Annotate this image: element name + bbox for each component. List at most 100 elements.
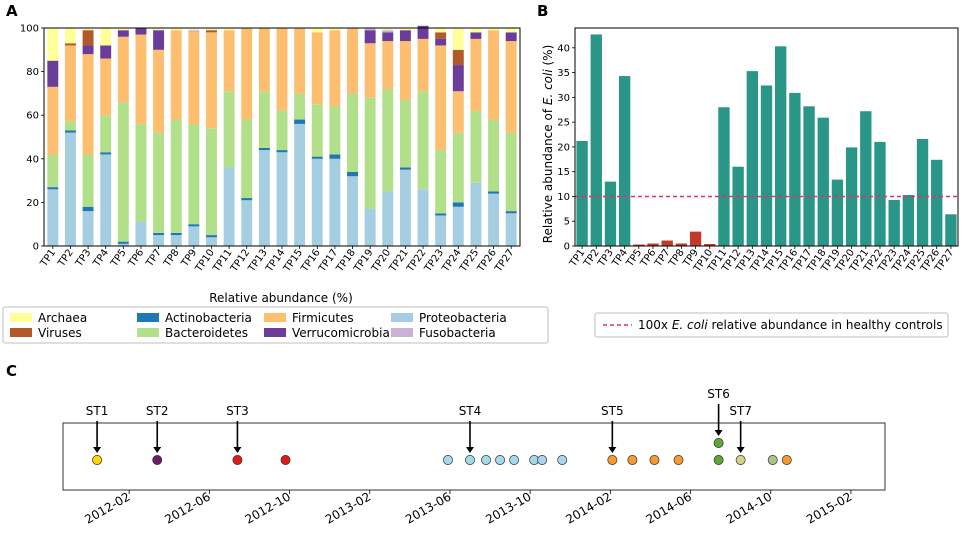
ecoli-bar-tp3: [604, 181, 617, 246]
bar-segment-verrucomicrobia-tp24: [452, 65, 464, 92]
x-tick-label: TP8: [161, 247, 181, 269]
bar-segment-verrucomicrobia-tp20: [382, 32, 394, 42]
timeline-tick-label: 2012-02: [82, 489, 132, 526]
y-tick-label: 0: [564, 242, 570, 253]
sample-point: [713, 438, 724, 448]
x-tick-label: TP20: [369, 247, 393, 275]
ecoli-bar-tp18: [817, 117, 829, 246]
bar-segment-actinobacteria-tp8: [170, 232, 182, 236]
bar-segment-firmicutes-tp17: [329, 30, 341, 107]
bar-segment-actinobacteria-tp13: [258, 147, 270, 151]
bar-segment-proteobacteria-tp7: [153, 235, 165, 246]
bar-segment-archaea-tp2: [64, 28, 76, 44]
bar-segment-bacteroidetes-tp12: [241, 119, 253, 199]
ecoli-bar-tp15: [775, 46, 787, 246]
bar-segment-proteobacteria-tp5: [117, 243, 129, 246]
bar-segment-firmicutes-tp15: [294, 28, 306, 94]
bar-segment-firmicutes-tp26: [488, 30, 500, 120]
bar-segment-archaea-tp4: [100, 28, 112, 46]
bar-segment-bacteroidetes-tp6: [135, 123, 147, 223]
y-tick-label: 20: [26, 198, 39, 209]
bar-segment-firmicutes-tp12: [241, 28, 253, 120]
y-tick-label: 10: [557, 192, 570, 203]
bar-segment-archaea-tp21: [399, 28, 411, 31]
annotation-arrow-head: [465, 447, 474, 453]
bar-segment-proteobacteria-tp6: [135, 222, 147, 246]
bar-segment-firmicutes-tp9: [188, 32, 200, 124]
x-tick-label: TP1: [38, 247, 58, 269]
bar-segment-firmicutes-tp2: [64, 45, 76, 122]
bar-segment-firmicutes-tp16: [311, 32, 323, 105]
bar-segment-actinobacteria-tp18: [347, 171, 358, 177]
bar-segment-firmicutes-tp3: [82, 54, 94, 155]
bar-segment-proteobacteria-tp9: [188, 226, 200, 246]
reference-line-legend-text: 100x E. coli relative abundance in healt…: [638, 318, 943, 332]
panel-b-chart: TP1TP2TP3TP4TP5TP6TP7TP8TP9TP10TP11TP12T…: [557, 27, 959, 275]
x-tick-label: TP18: [334, 247, 358, 275]
bar-segment-archaea-tp17: [329, 28, 341, 31]
bar-segment-proteobacteria-tp8: [170, 235, 182, 246]
ecoli-bar-tp14: [760, 85, 773, 247]
bar-segment-actinobacteria-tp7: [153, 232, 165, 236]
bar-segment-archaea-tp1: [47, 28, 59, 61]
bar-segment-archaea-tp9: [188, 28, 200, 31]
bar-segment-viruses-tp23: [435, 32, 447, 39]
legend-swatch-proteobacteria: [391, 313, 413, 322]
legend-label-actinobacteria: Actinobacteria: [165, 311, 252, 325]
x-tick-label: TP24: [440, 247, 464, 275]
x-tick-label: TP2: [56, 247, 76, 269]
x-tick-label: TP19: [352, 247, 376, 275]
bar-segment-verrucomicrobia-tp6: [135, 28, 147, 35]
bar-segment-bacteroidetes-tp14: [276, 110, 288, 151]
bar-segment-bacteroidetes-tp21: [399, 99, 411, 168]
timeline-tick-label: 2014-02: [563, 489, 613, 526]
ecoli-bar-tp19: [831, 179, 844, 246]
legend-label-bacteroidetes: Bacteroidetes: [165, 326, 248, 340]
reference-line-legend-part1: 100x: [638, 318, 672, 332]
legend-label-archaea: Archaea: [38, 311, 87, 325]
panel-b-ylabel-part3: (%): [541, 45, 555, 70]
panel-b-legend: 100x E. coli relative abundance in healt…: [594, 312, 949, 338]
bar-segment-firmicutes-tp1: [47, 86, 59, 155]
bar-segment-bacteroidetes-tp25: [470, 110, 482, 183]
bar-segment-bacteroidetes-tp4: [100, 115, 112, 153]
bar-segment-verrucomicrobia-tp19: [364, 30, 376, 44]
bar-segment-actinobacteria-tp5: [117, 241, 129, 244]
sample-point: [649, 455, 660, 465]
bar-segment-verrucomicrobia-tp4: [100, 45, 112, 59]
bar-segment-fusobacteria-tp19: [364, 28, 376, 31]
bar-segment-bacteroidetes-tp10: [206, 128, 217, 236]
bar-segment-bacteroidetes-tp2: [64, 121, 76, 131]
bar-segment-firmicutes-tp23: [435, 45, 447, 151]
legend-label-verrucomicrobia: Verrucomicrobia: [292, 326, 390, 340]
sample-point: [495, 455, 506, 465]
sample-point: [781, 455, 792, 465]
bar-segment-firmicutes-tp14: [276, 28, 288, 111]
bar-segment-firmicutes-tp18: [347, 28, 358, 94]
timeline-tick-label: 2012-06: [162, 489, 212, 526]
y-tick-label: 20: [557, 142, 570, 153]
bar-segment-firmicutes-tp4: [100, 58, 112, 116]
annotation-label-st2: ST2: [146, 404, 169, 418]
ecoli-bar-tp11: [718, 107, 730, 246]
bar-segment-verrucomicrobia-tp27: [505, 32, 517, 42]
annotation-label-st5: ST5: [601, 404, 624, 418]
bar-segment-verrucomicrobia-tp5: [117, 30, 129, 37]
bar-segment-actinobacteria-tp9: [188, 224, 200, 227]
bar-segment-actinobacteria-tp12: [241, 198, 253, 201]
annotation-label-st6: ST6: [707, 387, 730, 401]
x-tick-label: TP15: [281, 247, 305, 275]
bar-segment-verrucomicrobia-tp21: [399, 30, 411, 42]
bar-segment-bacteroidetes-tp7: [153, 132, 165, 233]
y-tick-label: 80: [26, 67, 39, 78]
panel-a-chart: TP1TP2TP3TP4TP5TP6TP7TP8TP9TP10TP11TP12T…: [20, 24, 521, 275]
bar-segment-proteobacteria-tp24: [452, 206, 464, 246]
ecoli-bar-tp22: [874, 141, 886, 246]
bar-segment-firmicutes-tp20: [382, 41, 394, 90]
bar-segment-viruses-tp2: [64, 43, 76, 46]
y-tick-label: 35: [557, 68, 570, 79]
legend-swatch-actinobacteria: [137, 313, 159, 322]
ecoli-bar-tp16: [789, 92, 801, 247]
sample-point: [280, 455, 291, 465]
